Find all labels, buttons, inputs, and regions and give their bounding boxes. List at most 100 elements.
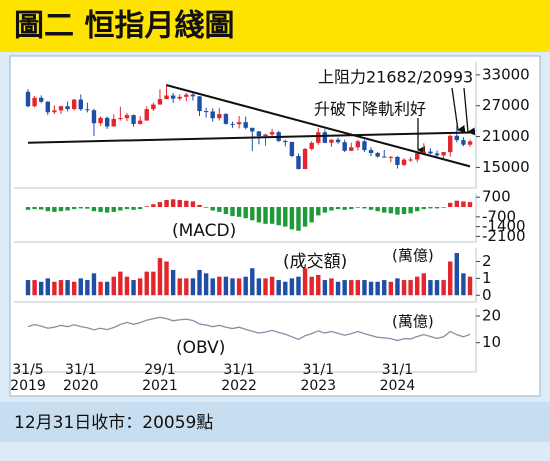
bar xyxy=(434,207,440,209)
bar xyxy=(421,207,427,210)
candle-body xyxy=(71,99,77,110)
bar xyxy=(269,207,275,224)
candle-body xyxy=(250,127,255,132)
y-tick-label: 27000 xyxy=(482,96,530,114)
bar xyxy=(157,258,163,296)
bar xyxy=(309,276,314,296)
bar xyxy=(58,280,64,296)
candle-body xyxy=(25,91,31,107)
bar xyxy=(217,276,222,296)
bar xyxy=(316,207,321,216)
candle-body xyxy=(131,115,136,124)
bar xyxy=(230,278,235,296)
candle-body xyxy=(177,96,182,99)
candle-body xyxy=(335,139,341,143)
y-tick-label: 33000 xyxy=(482,65,530,83)
bar xyxy=(296,276,301,296)
bar xyxy=(210,278,215,296)
bar xyxy=(368,281,374,296)
candle-body xyxy=(382,156,387,158)
candle-body xyxy=(342,142,347,151)
page-title: 圖二 恒指月綫圖 xyxy=(14,9,234,44)
bar xyxy=(335,207,341,210)
candle-body xyxy=(296,155,301,170)
bar xyxy=(289,278,295,296)
bar xyxy=(118,271,123,296)
bar xyxy=(250,268,255,296)
candle-body xyxy=(151,104,156,110)
candle-body xyxy=(78,99,83,110)
bar xyxy=(408,207,413,214)
bar xyxy=(151,271,156,296)
bar xyxy=(170,269,176,296)
bar xyxy=(58,207,64,212)
bar xyxy=(157,202,163,207)
bar xyxy=(461,201,466,207)
bar xyxy=(401,280,407,296)
bar xyxy=(441,207,446,208)
candle-body xyxy=(38,97,44,102)
bar xyxy=(454,253,460,296)
bar xyxy=(375,281,380,296)
bar xyxy=(375,207,380,212)
bar xyxy=(322,280,328,296)
bar xyxy=(467,276,473,296)
bar xyxy=(263,278,268,296)
annotation: (萬億) xyxy=(392,247,434,265)
bar xyxy=(144,206,149,207)
footer-text: 12月31日收市：20059點 xyxy=(14,413,213,433)
bar xyxy=(104,207,110,213)
candle-body xyxy=(448,135,453,153)
bar xyxy=(388,281,394,296)
bar xyxy=(164,200,169,207)
bar xyxy=(428,280,433,296)
bar xyxy=(335,281,341,296)
candle-body xyxy=(243,122,248,128)
bar xyxy=(401,207,407,214)
candle-body xyxy=(170,95,176,99)
bar xyxy=(131,207,136,210)
candle-body xyxy=(461,140,466,145)
candle-body xyxy=(190,94,196,97)
bar xyxy=(276,280,281,296)
header-bar xyxy=(0,0,550,52)
bar xyxy=(137,278,143,296)
candle-body xyxy=(322,132,328,143)
annotation: (萬億) xyxy=(392,313,434,331)
bar xyxy=(342,207,347,210)
bar xyxy=(111,276,116,296)
annotation: (MACD) xyxy=(172,221,236,241)
bar xyxy=(236,207,242,217)
bar xyxy=(243,207,248,219)
candle-body xyxy=(355,141,361,148)
y-tick-label: 1 xyxy=(482,269,492,287)
bar xyxy=(52,207,57,212)
candle-body xyxy=(217,114,222,119)
bar xyxy=(98,207,103,212)
bar xyxy=(362,207,367,209)
bar xyxy=(454,200,460,207)
annotation: (OBV) xyxy=(176,338,225,358)
candle-body xyxy=(454,135,460,141)
bar xyxy=(38,207,44,210)
bar xyxy=(302,268,308,296)
bar xyxy=(283,207,288,227)
bar xyxy=(283,281,288,296)
x-tick-label: 31/1 2024 xyxy=(379,362,416,394)
candle-body xyxy=(302,148,308,170)
candle-body xyxy=(230,123,235,125)
bar xyxy=(434,280,440,296)
bar xyxy=(91,207,97,212)
bar xyxy=(322,207,328,213)
bar xyxy=(395,207,400,215)
candle-body xyxy=(85,109,90,111)
bar xyxy=(177,200,182,207)
trendline xyxy=(27,131,471,144)
bar xyxy=(65,207,70,211)
bar xyxy=(203,273,209,296)
bar xyxy=(349,280,354,296)
candle-body xyxy=(408,159,413,161)
candle-body xyxy=(124,115,130,119)
candle-body xyxy=(309,142,314,149)
bar xyxy=(250,207,255,221)
